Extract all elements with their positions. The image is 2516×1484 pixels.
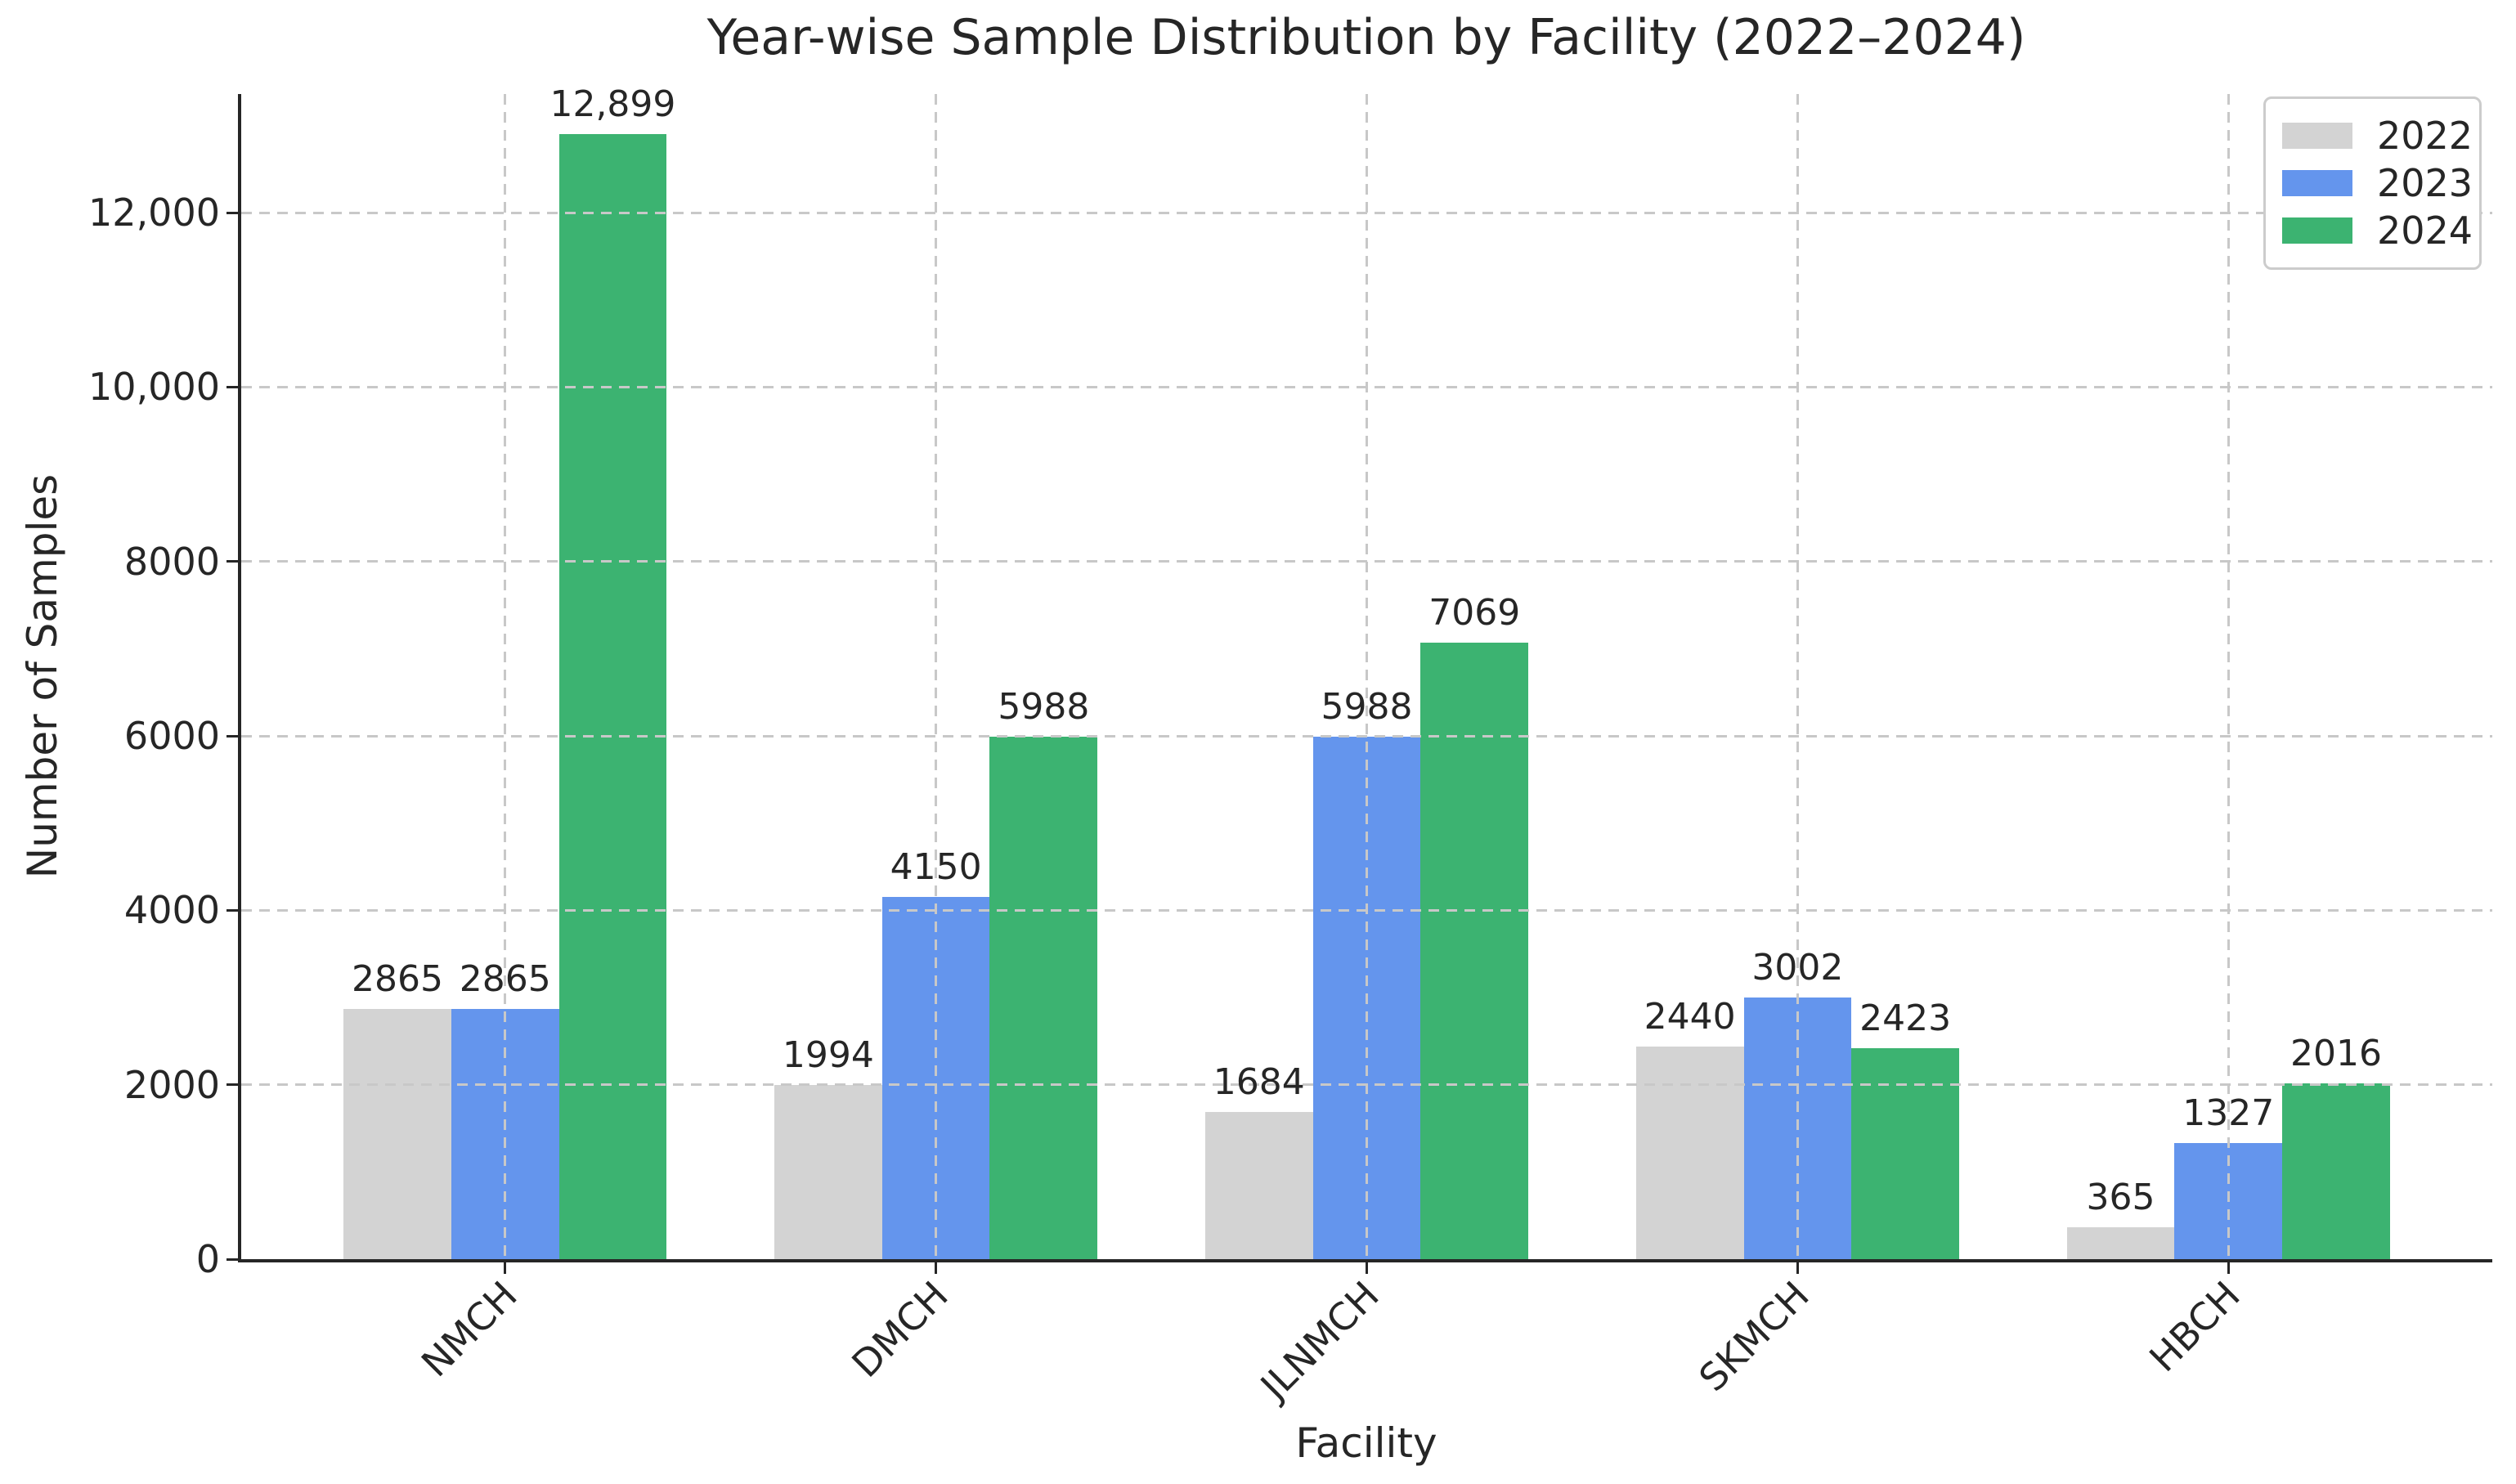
legend-label: 2022 [2377,114,2473,158]
bar-value-label: 3002 [1751,946,1844,989]
bar-2022-HBCH [2066,1227,2175,1259]
x-tick-label: NMCH [412,1272,526,1386]
bar-2022-NMCH [343,1009,451,1259]
x-tick-mark [2227,1262,2230,1274]
x-tick-label: DMCH [842,1272,957,1387]
bar-2024-JLNMCH [1420,643,1529,1259]
bar-value-label: 12,899 [549,83,676,126]
x-tick-mark [1366,1262,1368,1274]
legend-item-2023: 2023 [2282,159,2473,207]
x-tick-mark [1796,1262,1799,1274]
bar-value-label: 2423 [1859,997,1952,1039]
bar-value-label: 2865 [351,958,443,1001]
bar-2024-SKMCH [1851,1047,1959,1259]
x-tick-label: SKMCH [1690,1272,1819,1400]
v-gridline [2227,94,2230,1259]
y-tick-mark [226,385,238,388]
bar-value-label: 1327 [2182,1092,2275,1135]
y-tick-mark [226,211,238,214]
v-gridline [504,94,507,1259]
bar-value-label: 365 [2086,1177,2155,1219]
y-tick-label: 0 [195,1237,220,1281]
x-tick-mark [935,1262,938,1274]
bar-value-label: 5988 [998,686,1090,729]
plot-area: 0 2000 4000 6000 8000 10,000 12,000 NMCH DMCH JLN… [88,85,2492,1408]
x-axis-spine [238,1259,2492,1262]
v-gridline [935,94,938,1259]
bar-2024-HBCH [2282,1083,2390,1259]
chart-title: Year-wise Sample Distribution by Facilit… [706,9,2026,66]
x-tick-label: HBCH [2141,1272,2249,1381]
y-tick-label: 2000 [123,1062,220,1107]
v-gridline [1796,94,1799,1259]
legend-swatch-2023 [2282,170,2352,196]
bar-value-label: 7069 [1428,592,1521,634]
y-tick-label: 12,000 [88,191,220,235]
legend-label: 2023 [2377,161,2473,205]
bar-2022-JLNMCH [1204,1112,1313,1259]
v-gridline [1366,94,1368,1259]
x-axis-label: Facility [1295,1419,1437,1467]
legend-label: 2024 [2377,208,2473,253]
bar-value-label: 1994 [782,1034,874,1077]
bar-value-label: 2865 [459,958,551,1001]
legend-swatch-2024 [2282,217,2352,244]
bar-value-label: 5988 [1321,686,1413,729]
bar-2022-DMCH [774,1085,882,1259]
legend-item-2024: 2024 [2282,207,2473,254]
y-tick-mark [226,1083,238,1087]
bar-value-label: 1684 [1213,1061,1305,1104]
y-tick-mark [226,908,238,912]
legend-swatch-2022 [2282,123,2352,149]
y-tick-label: 4000 [123,888,220,933]
bar-value-label: 2016 [2290,1032,2382,1074]
y-tick-mark [226,1258,238,1261]
x-tick-mark [504,1262,507,1274]
y-tick-mark [226,560,238,563]
y-axis-label: Number of Samples [19,473,66,879]
y-tick-label: 6000 [123,714,220,759]
bar-2024-DMCH [989,737,1098,1259]
bar-2024-NMCH [558,134,667,1259]
y-tick-label: 8000 [123,539,220,584]
bar-value-label: 4150 [890,846,982,889]
y-axis-spine [238,94,241,1262]
bar-value-label: 2440 [1644,995,1736,1038]
legend: 2022 2023 2024 [2263,96,2482,270]
y-tick-mark [226,734,238,738]
y-tick-label: 10,000 [88,365,220,410]
legend-item-2022: 2022 [2282,112,2473,159]
bar-2022-SKMCH [1635,1046,1744,1259]
